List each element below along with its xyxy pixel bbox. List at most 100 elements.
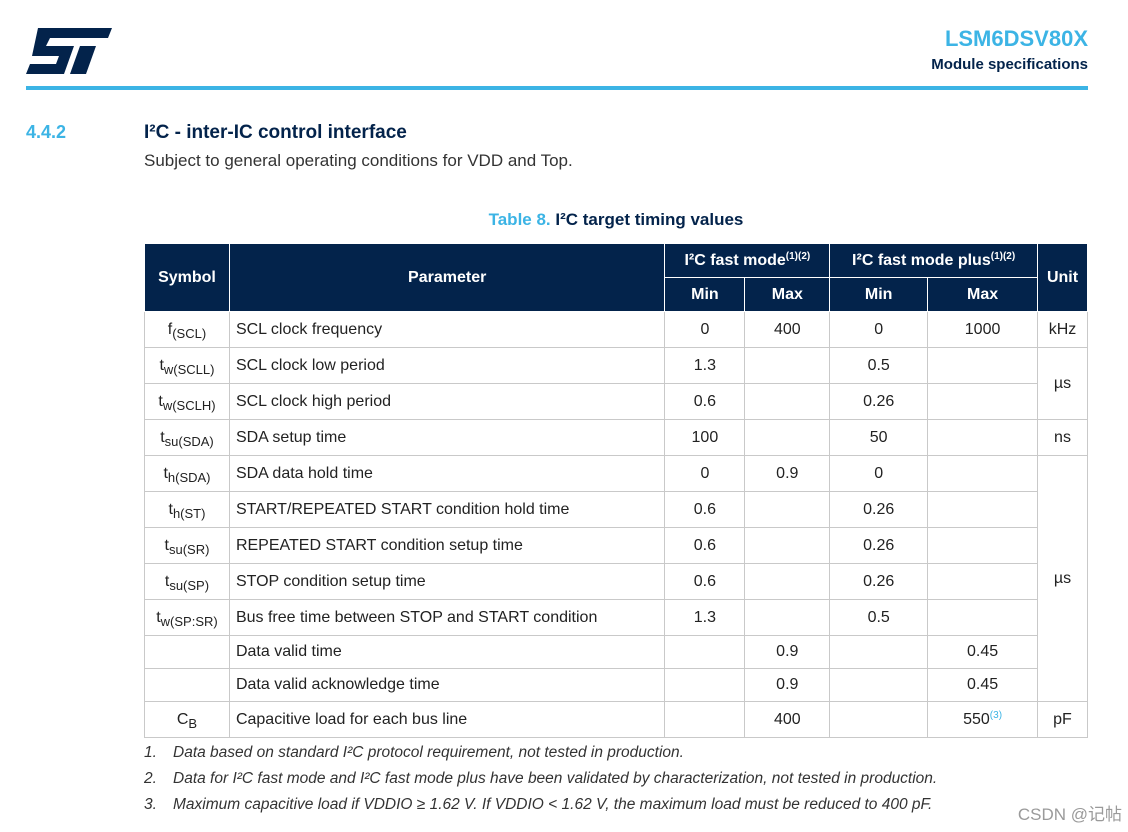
fmp-min-cell <box>829 668 929 702</box>
fm-max-cell: 400 <box>744 701 831 738</box>
section-number: 4.4.2 <box>26 122 67 142</box>
fmp-min-cell: 0 <box>829 311 929 348</box>
parameter-cell: Capacitive load for each bus line <box>228 701 666 738</box>
header-fm-min: Min <box>664 277 746 312</box>
table-row: tw(SCLH) SCL clock high period 0.6 0.26 <box>144 383 1088 420</box>
parameter-cell: STOP condition setup time <box>228 563 666 600</box>
header-fmp-max: Max <box>927 277 1038 312</box>
parameter-cell: SCL clock frequency <box>228 311 666 348</box>
symbol-cell: tsu(SP) <box>144 563 230 600</box>
fm-max-cell <box>744 347 831 384</box>
header-divider <box>26 86 1088 90</box>
table-row: CB Capacitive load for each bus line 400… <box>144 701 1088 738</box>
symbol-cell: tsu(SDA) <box>144 419 230 456</box>
section-title: I²C - inter-IC control interface <box>144 122 407 143</box>
fm-min-cell: 0 <box>664 311 746 348</box>
parameter-cell: REPEATED START condition setup time <box>228 527 666 564</box>
fm-max-cell: 400 <box>744 311 831 348</box>
symbol-cell: th(SDA) <box>144 455 230 492</box>
table-row: tsu(SR) REPEATED START condition setup t… <box>144 527 1088 564</box>
unit-cell: kHz <box>1037 311 1088 348</box>
fmp-min-cell: 0.5 <box>829 347 929 384</box>
parameter-cell: Data valid acknowledge time <box>228 668 666 702</box>
header-fast-mode-plus: I²C fast mode plus(1)(2) <box>829 243 1038 278</box>
fm-max-cell <box>744 383 831 420</box>
unit-cell: ns <box>1037 419 1088 456</box>
fmp-min-cell <box>829 701 929 738</box>
symbol-cell: f(SCL) <box>144 311 230 348</box>
fm-max-cell <box>744 491 831 528</box>
header-parameter: Parameter <box>228 243 666 312</box>
fm-max-cell: 0.9 <box>744 668 831 702</box>
table-note: 2. Data for I²C fast mode and I²C fast mo… <box>144 770 938 787</box>
i2c-timing-table: Symbol Parameter I²C fast mode(1)(2) I²C… <box>144 243 1088 738</box>
header-symbol: Symbol <box>144 243 230 312</box>
table-row: tw(SCLL) SCL clock low period 1.3 0.5 µs <box>144 347 1088 420</box>
unit-cell: µs <box>1037 347 1088 420</box>
fm-min-cell: 0 <box>664 455 746 492</box>
header-fmp-min: Min <box>829 277 929 312</box>
fmp-max-cell <box>927 347 1038 384</box>
table-row: th(ST) START/REPEATED START condition ho… <box>144 491 1088 528</box>
fm-min-cell: 0.6 <box>664 491 746 528</box>
header-unit: Unit <box>1037 243 1088 312</box>
table-row: tsu(SDA) SDA setup time 100 50 ns <box>144 419 1088 456</box>
table-notes: 1. Data based on standard I²C protocol re… <box>144 744 937 822</box>
table-note: 3. Maximum capacitive load if VDDIO ≥ 1.6… <box>144 796 933 813</box>
symbol-cell: th(ST) <box>144 491 230 528</box>
table-caption: Table 8. I²C target timing values <box>144 210 1088 230</box>
fm-min-cell <box>664 635 746 669</box>
header-fm-max: Max <box>744 277 831 312</box>
symbol-cell: tw(SCLL) <box>144 347 230 384</box>
fm-min-cell: 100 <box>664 419 746 456</box>
fm-min-cell: 0.6 <box>664 563 746 600</box>
fmp-max-cell <box>927 383 1038 420</box>
parameter-cell: SCL clock low period <box>228 347 666 384</box>
fm-max-cell: 0.9 <box>744 635 831 669</box>
unit-cell: pF <box>1037 701 1088 738</box>
fmp-max-cell: 1000 <box>927 311 1038 348</box>
document-title: LSM6DSV80X <box>944 26 1088 51</box>
parameter-cell: SDA setup time <box>228 419 666 456</box>
section-description: Subject to general operating conditions … <box>144 151 573 170</box>
fmp-min-cell: 0.26 <box>829 383 929 420</box>
st-logo <box>26 28 112 74</box>
fmp-min-cell <box>829 635 929 669</box>
fmp-min-cell: 0.5 <box>829 599 929 636</box>
table-note: 1. Data based on standard I²C protocol re… <box>144 744 684 761</box>
fm-max-cell <box>744 527 831 564</box>
fm-min-cell: 0.6 <box>664 383 746 420</box>
parameter-cell: START/REPEATED START condition hold time <box>228 491 666 528</box>
fmp-min-cell: 0 <box>829 455 929 492</box>
fm-min-cell: 0.6 <box>664 527 746 564</box>
fmp-max-cell <box>927 455 1038 492</box>
watermark: CSDN @记帖 <box>1017 805 1122 824</box>
header-fast-mode: I²C fast mode(1)(2) <box>664 243 831 278</box>
fmp-max-cell: 550(3) <box>927 701 1038 738</box>
symbol-cell <box>144 668 230 702</box>
parameter-cell: Data valid time <box>228 635 666 669</box>
parameter-cell: SDA data hold time <box>228 455 666 492</box>
fm-max-cell <box>744 419 831 456</box>
fmp-min-cell: 50 <box>829 419 929 456</box>
table-row: th(SDA) SDA data hold time 0 0.9 0 µs <box>144 455 1088 702</box>
fmp-max-cell: 0.45 <box>927 635 1038 669</box>
table-caption-title: I²C target timing values <box>555 210 744 229</box>
table-caption-number: Table 8. <box>488 210 551 229</box>
table-row: f(SCL) SCL clock frequency 0 400 0 1000 … <box>144 311 1088 348</box>
fm-min-cell: 1.3 <box>664 347 746 384</box>
symbol-cell: tw(SCLH) <box>144 383 230 420</box>
fmp-min-cell: 0.26 <box>829 563 929 600</box>
unit-cell: µs <box>1037 455 1088 702</box>
fm-min-cell <box>664 701 746 738</box>
fm-max-cell <box>744 563 831 600</box>
fm-min-cell <box>664 668 746 702</box>
fmp-max-cell <box>927 491 1038 528</box>
fmp-max-cell <box>927 599 1038 636</box>
fmp-max-cell <box>927 563 1038 600</box>
fmp-max-cell: 0.45 <box>927 668 1038 702</box>
fm-max-cell: 0.9 <box>744 455 831 492</box>
document-subtitle: Module specifications <box>931 56 1088 73</box>
fm-min-cell: 1.3 <box>664 599 746 636</box>
footnote-reference[interactable]: (3) <box>989 709 1003 721</box>
